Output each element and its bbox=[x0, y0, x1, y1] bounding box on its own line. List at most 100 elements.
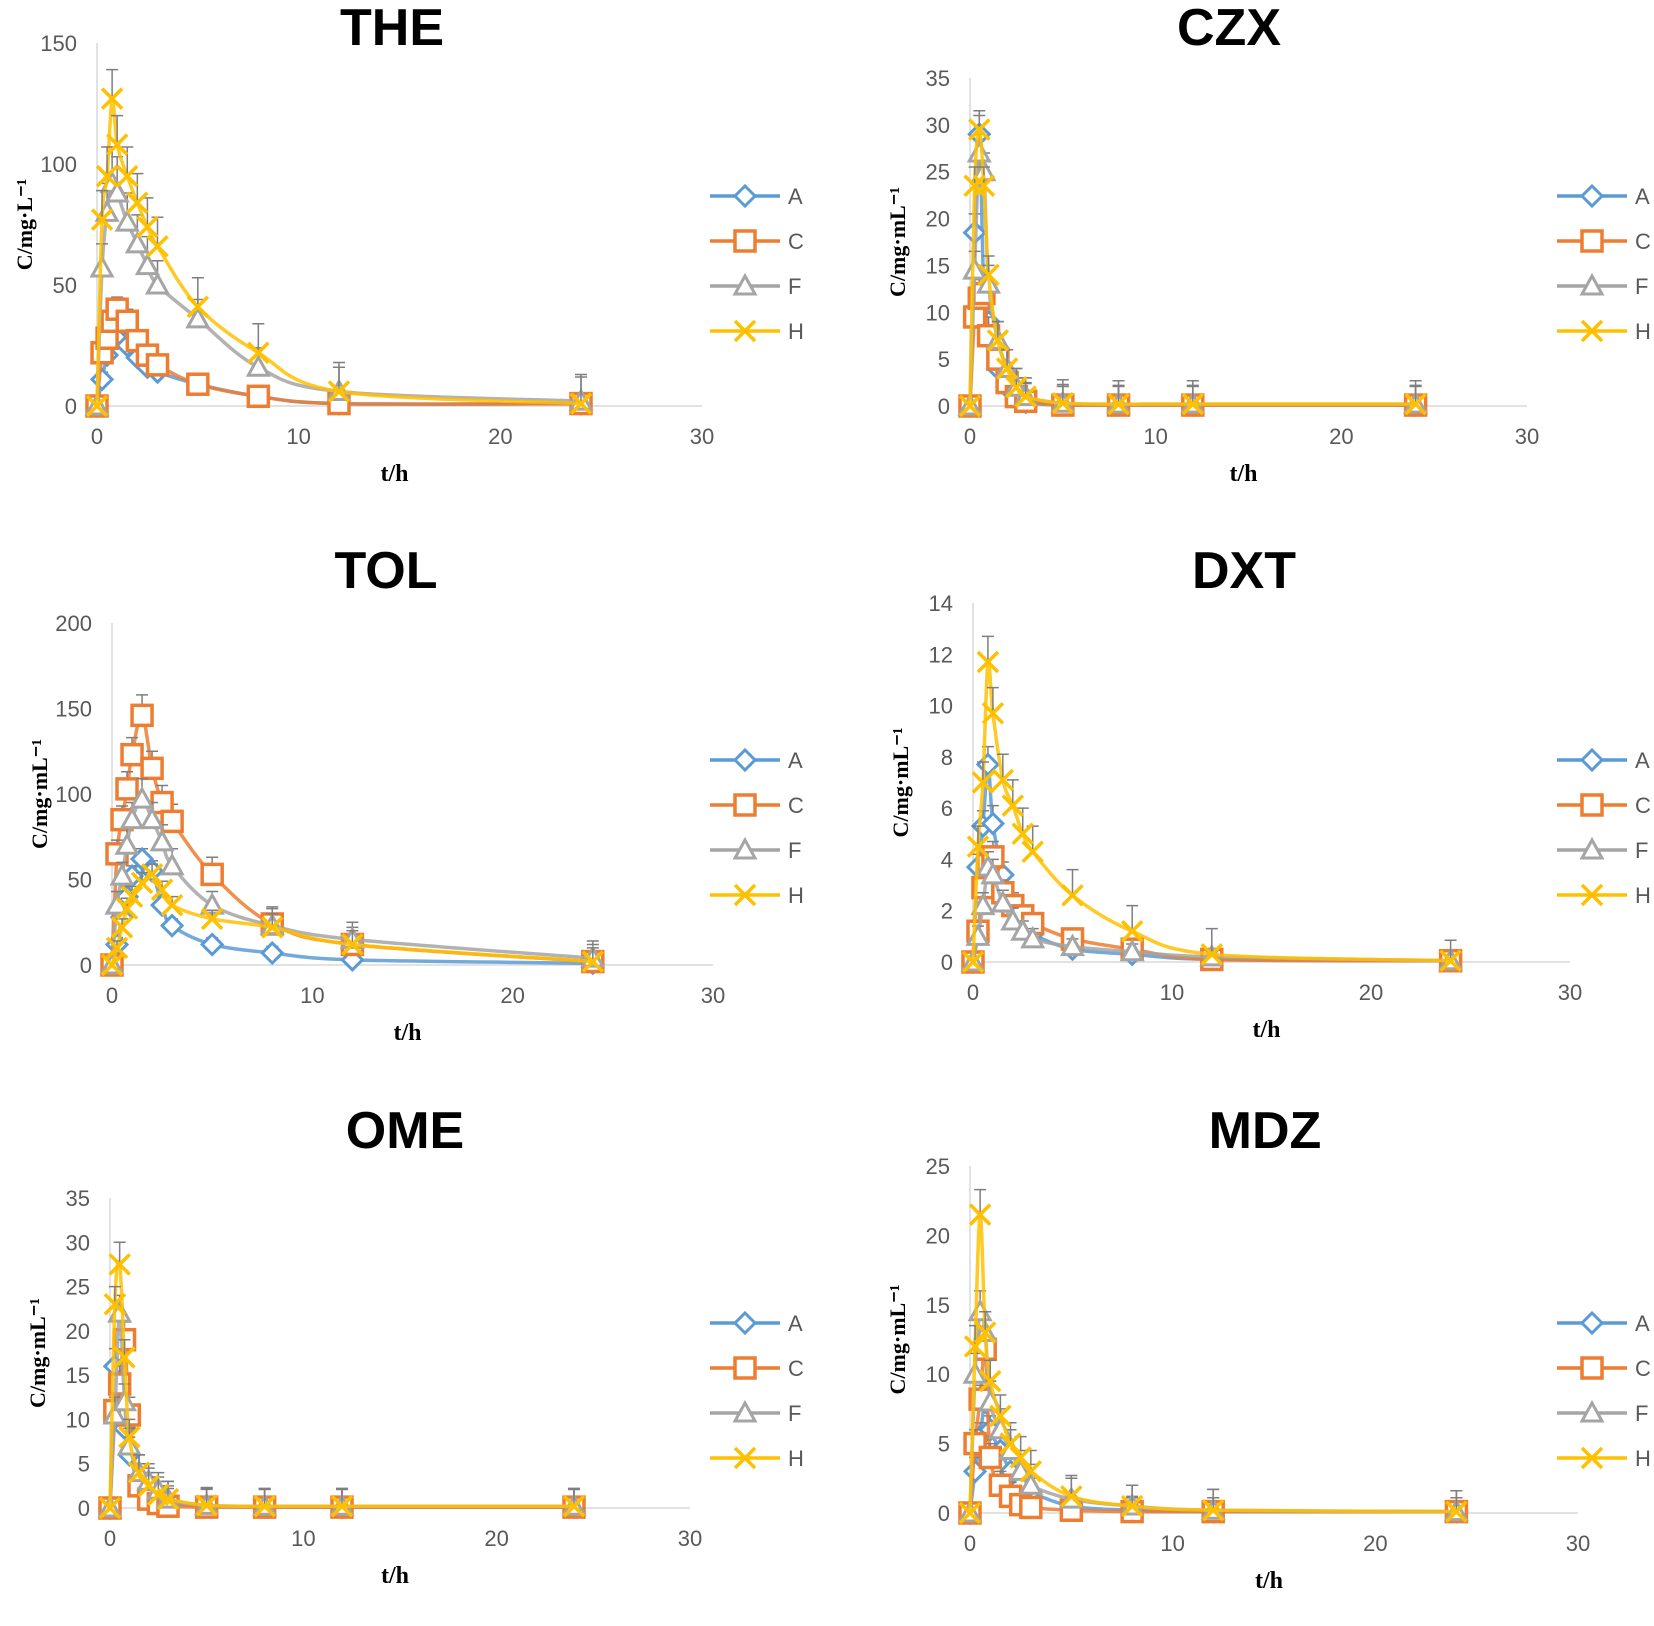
data-point bbox=[160, 809, 184, 834]
error-bar bbox=[1056, 379, 1069, 404]
data-point bbox=[1011, 822, 1034, 846]
legend-marker bbox=[1580, 229, 1604, 253]
y-tick-label: 10 bbox=[929, 694, 953, 719]
legend-marker bbox=[1580, 1446, 1604, 1470]
x-tick-label: 30 bbox=[690, 424, 714, 449]
legend-item-c: C bbox=[710, 1356, 804, 1381]
y-tick-label: 20 bbox=[926, 1223, 950, 1248]
legend-marker bbox=[1579, 836, 1605, 860]
legend-label: H bbox=[788, 883, 804, 908]
series-line bbox=[95, 96, 582, 407]
error-bar bbox=[568, 1487, 580, 1507]
data-point bbox=[1404, 392, 1427, 416]
error-bar bbox=[981, 635, 994, 662]
data-point bbox=[1018, 1472, 1044, 1495]
data-point bbox=[966, 139, 992, 163]
data-point bbox=[98, 1496, 122, 1520]
legend-marker bbox=[1579, 1310, 1605, 1336]
series-h bbox=[958, 110, 1427, 418]
error-bar bbox=[1444, 939, 1457, 961]
legend-marker bbox=[1580, 883, 1604, 907]
error-bar bbox=[973, 110, 986, 130]
data-point bbox=[1107, 392, 1130, 416]
error-bar bbox=[118, 1338, 131, 1358]
data-point bbox=[1010, 918, 1036, 941]
data-point bbox=[973, 1321, 997, 1344]
series-f bbox=[957, 1290, 1469, 1523]
y-tick-label: 20 bbox=[926, 207, 950, 232]
legend-label: A bbox=[788, 1311, 803, 1336]
data-point bbox=[1019, 1460, 1043, 1483]
error-bar bbox=[984, 1359, 997, 1382]
y-tick-label: 100 bbox=[40, 152, 77, 177]
error-bar bbox=[1126, 904, 1139, 932]
data-point bbox=[160, 893, 184, 917]
legend-label: A bbox=[1635, 748, 1650, 773]
y-tick-label: 50 bbox=[68, 868, 92, 893]
legend-marker bbox=[732, 183, 758, 209]
data-point bbox=[100, 87, 124, 110]
y-tick-label: 0 bbox=[65, 394, 77, 419]
error-bar bbox=[976, 761, 989, 783]
x-tick-label: 30 bbox=[678, 1526, 702, 1551]
x-tick-label: 0 bbox=[104, 1526, 116, 1551]
data-point bbox=[108, 1253, 131, 1276]
error-bar bbox=[121, 146, 134, 177]
data-point bbox=[989, 1404, 1012, 1428]
data-point bbox=[972, 174, 996, 198]
legend-marker bbox=[1579, 1399, 1605, 1423]
series-h bbox=[98, 1241, 586, 1520]
data-point bbox=[991, 768, 1015, 792]
data-point bbox=[330, 1494, 354, 1518]
y-tick-label: 0 bbox=[80, 953, 92, 978]
y-tick-label: 10 bbox=[926, 1362, 950, 1387]
data-point bbox=[968, 1203, 992, 1226]
y-tick-label: 6 bbox=[941, 796, 953, 821]
series-line bbox=[108, 1337, 574, 1509]
error-bar bbox=[108, 1285, 121, 1305]
error-bar bbox=[1186, 379, 1199, 405]
legend-label: A bbox=[1635, 184, 1650, 209]
x-tick-label: 0 bbox=[964, 1531, 976, 1556]
legend-item-c: C bbox=[1557, 793, 1651, 818]
data-point bbox=[968, 118, 991, 141]
data-point bbox=[114, 832, 140, 855]
y-tick-label: 10 bbox=[926, 300, 950, 325]
error-bar bbox=[1016, 807, 1029, 834]
error-bar bbox=[123, 1418, 136, 1438]
data-point bbox=[104, 179, 130, 203]
error-bar bbox=[1112, 379, 1125, 405]
error-bar bbox=[96, 189, 109, 220]
data-point bbox=[986, 329, 1010, 352]
error-bar bbox=[191, 276, 204, 307]
legend-label: C bbox=[1635, 1356, 1651, 1381]
x-tick-label: 0 bbox=[106, 983, 118, 1008]
legend-label: A bbox=[1635, 1311, 1650, 1336]
x-tick-label: 20 bbox=[1363, 1531, 1387, 1556]
y-tick-label: 10 bbox=[66, 1407, 90, 1432]
legend-item-a: A bbox=[710, 1310, 803, 1336]
series-line bbox=[968, 1212, 1457, 1514]
legend-marker bbox=[732, 272, 758, 296]
legend-item-c: C bbox=[1557, 229, 1651, 254]
chart-title: THE bbox=[340, 0, 444, 57]
data-point bbox=[990, 889, 1016, 913]
error-bar bbox=[1065, 1474, 1078, 1497]
legend-label: F bbox=[788, 1401, 801, 1426]
chart-title: DXT bbox=[1192, 542, 1296, 600]
error-bar bbox=[1205, 927, 1218, 955]
x-tick-label: 10 bbox=[300, 983, 324, 1008]
legend-label: H bbox=[1635, 883, 1651, 908]
y-axis-label: C/mg·mL⁻¹ bbox=[885, 187, 910, 297]
series-line bbox=[108, 1361, 574, 1509]
y-tick-label: 25 bbox=[926, 1154, 950, 1179]
data-point bbox=[113, 1346, 136, 1369]
x-tick-label: 10 bbox=[291, 1526, 315, 1551]
legend-label: F bbox=[1635, 1401, 1648, 1426]
y-tick-label: 5 bbox=[78, 1452, 90, 1477]
data-point bbox=[963, 1335, 987, 1358]
data-point bbox=[90, 208, 114, 231]
x-tick-label: 0 bbox=[967, 980, 979, 1005]
